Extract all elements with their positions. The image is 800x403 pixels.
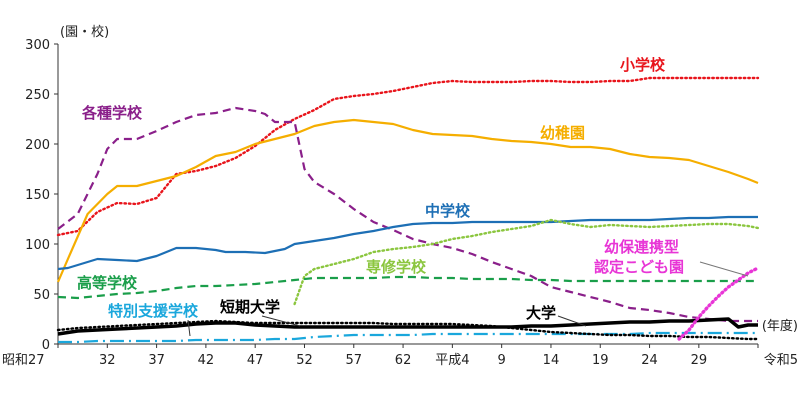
series-label-高等学校: 高等学校 [77,274,138,292]
series-line-大学 [57,317,758,336]
x-tick-label: 14 [543,353,560,368]
x-tick-label: 昭和27 [2,353,45,368]
chart-axes: 0 50 100 150 200 250 300 昭和27 32 37 42 47 52 57 62 平成4 9… [2,38,798,368]
series-line-各種学校 [57,106,758,323]
y-tick-label: 200 [25,138,50,153]
y-tick-label: 300 [25,38,50,53]
y-tick-label: 0 [42,338,50,353]
label-leader-line [699,261,749,277]
x-tick-label: 32 [99,353,116,368]
series-line-認定こども園 [677,266,760,341]
series-label-各種学校: 各種学校 [81,104,143,122]
y-tick-label: 250 [25,88,50,103]
y-tick-label: 100 [25,238,50,253]
series-line-中学校 [57,215,758,271]
series-line-小学校 [56,76,760,237]
x-tick-label: 57 [346,353,363,368]
x-tick-label: 24 [641,353,658,368]
x-tick-label: 9 [498,353,506,368]
label-leader-line [261,315,301,327]
series-label-大学: 大学 [526,304,556,322]
y-axis-unit-label: (園・校) [60,24,109,40]
x-tick-label: 平成4 [435,353,469,368]
x-tick-label: 令和5 [764,353,798,368]
x-tick-label: 29 [691,353,708,368]
series-label-専修学校: 専修学校 [366,258,427,276]
x-tick-label: 42 [198,353,215,368]
series-label-中学校: 中学校 [425,202,471,220]
series-label-認定こども園: 認定こども園 [594,258,684,276]
series-line-専修学校 [293,218,760,306]
y-tick-label: 150 [25,188,50,203]
series-label-幼稚園: 幼稚園 [540,124,585,142]
label-leader-line [187,319,191,337]
x-tick-label: 52 [296,353,313,368]
x-axis-unit-label: (年度) [762,318,798,334]
chart-series [56,76,760,344]
y-tick-label: 50 [33,288,50,303]
x-tick-label: 47 [247,353,264,368]
x-tick-label: 37 [148,353,165,368]
series-label-特別支援学校: 特別支援学校 [108,302,199,320]
series-label-短期大学: 短期大学 [220,298,280,316]
series-line-幼稚園 [56,118,759,283]
series-line-高等学校 [57,275,758,300]
label-leader-line [557,315,587,327]
series-line-短期大学 [56,319,760,341]
series-label-小学校: 小学校 [620,56,666,74]
label-leaders [187,261,749,337]
series-label-幼保連携型: 幼保連携型 [604,238,679,256]
x-tick-label: 19 [592,353,609,368]
x-tick-label: 62 [395,353,412,368]
series-line-特別支援学校 [58,331,758,344]
